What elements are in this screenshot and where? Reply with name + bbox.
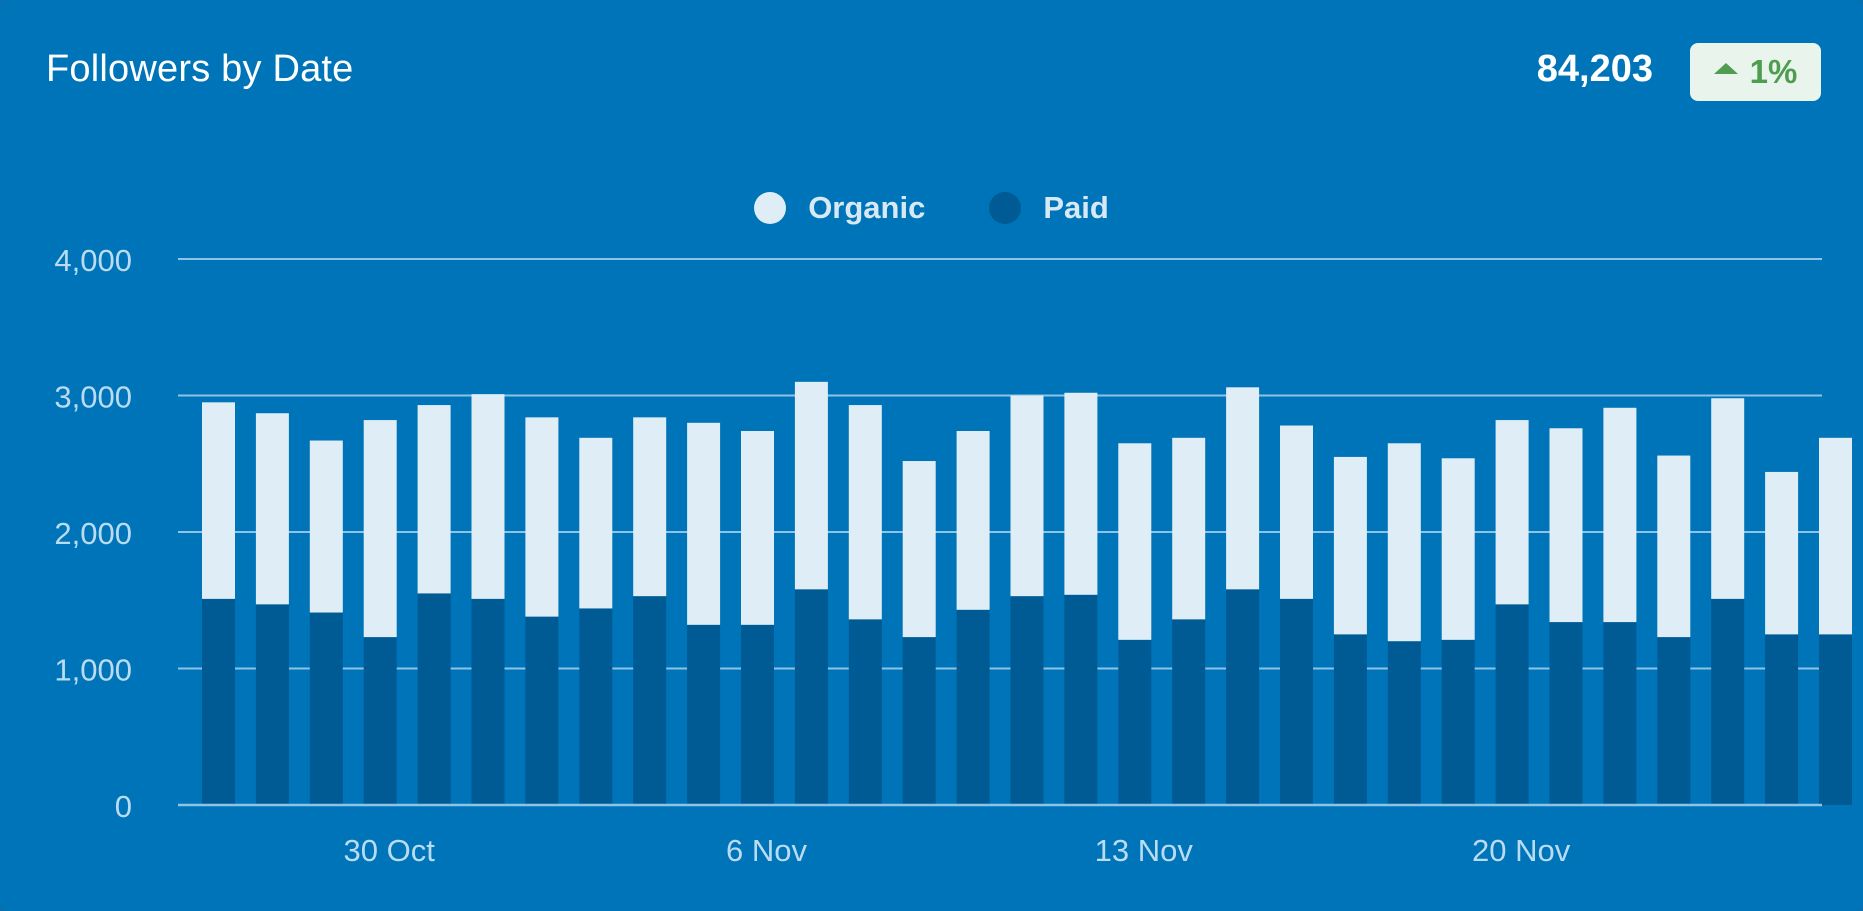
bar-paid	[255, 604, 289, 805]
bar-organic	[1711, 398, 1745, 599]
bar-paid	[794, 589, 828, 805]
legend-item-paid[interactable]: Paid	[989, 190, 1109, 226]
bar-paid	[1172, 619, 1206, 805]
total-followers: 84,203	[1536, 48, 1653, 90]
bar-paid	[1549, 622, 1583, 805]
bar-organic	[1549, 428, 1583, 623]
bar-organic	[1819, 437, 1852, 635]
bar-organic	[1280, 425, 1313, 599]
bar-organic	[363, 420, 397, 638]
bar-organic	[255, 413, 289, 605]
bar-organic	[1118, 443, 1152, 640]
bar-organic	[902, 461, 936, 638]
bar-paid	[1657, 637, 1691, 805]
bar-paid	[363, 637, 397, 805]
x-tick-label: 13 Nov	[1095, 833, 1194, 868]
legend-dot-paid	[989, 192, 1022, 224]
bar-organic	[1226, 387, 1260, 590]
bar-paid	[309, 612, 343, 805]
bar-paid	[1280, 598, 1313, 805]
y-tick-label: 1,000	[54, 653, 132, 688]
bar-paid	[1495, 604, 1529, 805]
bar-organic	[525, 417, 559, 617]
x-tick-label: 20 Nov	[1472, 833, 1571, 868]
bar-organic	[417, 405, 451, 594]
bar-paid	[1603, 622, 1637, 805]
bar-organic	[1765, 471, 1799, 635]
bar-organic	[309, 440, 343, 613]
bar-organic	[1657, 455, 1691, 638]
bar-paid	[525, 616, 559, 805]
x-tick-label: 6 Nov	[726, 833, 807, 868]
legend-label-organic: Organic	[808, 190, 926, 225]
bar-organic	[1064, 392, 1098, 595]
bar-paid	[1711, 598, 1745, 805]
bar-paid	[848, 619, 882, 805]
y-tick-label: 0	[115, 789, 132, 824]
legend-dot-organic	[754, 192, 787, 224]
bar-organic	[1441, 458, 1475, 640]
bar-paid	[579, 608, 613, 805]
bar-organic	[741, 430, 774, 625]
bar-organic	[1387, 443, 1421, 642]
bar-paid	[1118, 639, 1152, 805]
bar-paid	[1387, 641, 1421, 805]
bar-paid	[1333, 634, 1367, 805]
bar-paid	[202, 598, 235, 805]
legend-item-organic[interactable]: Organic	[754, 190, 925, 226]
x-tick-label: 30 Oct	[344, 833, 436, 868]
bar-organic	[471, 394, 505, 599]
change-value: 1%	[1749, 53, 1798, 90]
legend-label-paid: Paid	[1043, 190, 1109, 225]
bar-organic	[1333, 456, 1367, 635]
bar-paid	[1226, 589, 1260, 805]
change-badge: 1%	[1690, 43, 1821, 101]
bar-paid	[956, 609, 990, 805]
bar-paid	[633, 596, 667, 805]
bar-organic	[794, 381, 828, 590]
y-tick-label: 2,000	[54, 516, 132, 551]
bar-organic	[1172, 437, 1206, 620]
bar-paid	[1765, 634, 1799, 805]
bar-paid	[1064, 594, 1098, 805]
bar-paid	[741, 624, 774, 805]
bar-organic	[579, 437, 613, 609]
y-tick-label: 4,000	[54, 243, 132, 278]
bar-paid	[471, 598, 505, 805]
bar-organic	[1603, 407, 1637, 623]
bar-paid	[1819, 634, 1852, 805]
bar-organic	[1495, 420, 1529, 605]
triangle-up-icon	[1713, 62, 1738, 74]
bar-organic	[1010, 395, 1044, 597]
bar-organic	[848, 405, 882, 620]
bar-organic	[687, 422, 721, 625]
bar-paid	[1010, 596, 1044, 805]
bar-paid	[902, 637, 936, 805]
bar-paid	[417, 593, 451, 805]
card-title: Followers by Date	[46, 48, 354, 90]
bar-paid	[1441, 639, 1475, 805]
y-tick-label: 3,000	[54, 380, 132, 415]
bar-organic	[956, 430, 990, 610]
chart-legend: Organic Paid	[0, 190, 1863, 226]
bar-organic	[202, 402, 235, 599]
bar-paid	[687, 624, 721, 805]
bar-organic	[633, 417, 667, 597]
